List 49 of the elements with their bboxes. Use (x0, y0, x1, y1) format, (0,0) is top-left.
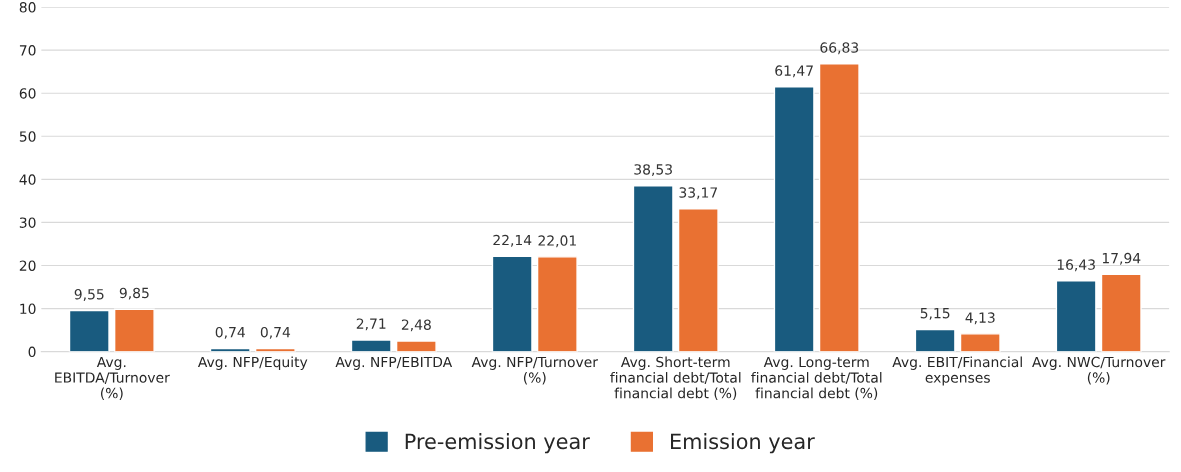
data-label: 4,13 (965, 312, 995, 325)
bar (1100, 273, 1142, 352)
bar (773, 86, 815, 352)
x-tick-label: Avg. NFP/EBITDA (335, 356, 453, 370)
y-tick-label: 0 (28, 346, 36, 358)
bar (818, 63, 860, 352)
data-label: 22,01 (538, 235, 576, 248)
y-tick-label: 20 (19, 260, 36, 271)
bar (68, 309, 110, 352)
y-tick-label: 70 (19, 45, 36, 56)
data-label: 33,17 (679, 187, 717, 200)
x-tick-label: Avg. NFP/Equity (197, 356, 308, 370)
bar (395, 340, 437, 352)
bar (632, 184, 674, 352)
x-tick-label: Avg. EBITDA/Turnover (%) (55, 356, 170, 400)
data-label: 9,55 (74, 288, 104, 301)
data-label: 38,53 (634, 164, 672, 177)
bar (536, 256, 578, 352)
data-label: 5,15 (920, 308, 950, 320)
data-label: 2,71 (356, 318, 386, 331)
data-label: 0,74 (215, 326, 245, 339)
data-label: 66,83 (820, 42, 859, 55)
data-label: 16,43 (1057, 259, 1095, 272)
bar (350, 339, 392, 352)
x-tick-label: Avg. Long-term financial debt/Total financial debt (%) (751, 356, 882, 400)
legend-label: Pre-emission year (405, 433, 590, 454)
y-tick-label: 30 (19, 217, 36, 228)
y-tick-label: 10 (20, 303, 36, 315)
data-label: 2,48 (401, 319, 431, 332)
data-label: 0,74 (260, 326, 291, 339)
bar (491, 255, 533, 352)
data-label: 22,14 (493, 234, 532, 247)
x-tick-label: Avg. NFP/Turnover (%) (471, 356, 598, 385)
legend-label: Emission year (671, 433, 815, 454)
bar (914, 328, 956, 352)
data-label: 9,85 (119, 287, 149, 300)
bar (677, 208, 719, 352)
x-tick-label: Avg. NWC/Turnover (%) (1032, 356, 1166, 385)
y-tick-label: 80 (19, 2, 36, 13)
y-tick-label: 40 (19, 174, 36, 185)
y-tick-label: 50 (19, 131, 36, 142)
data-label: 61,47 (775, 65, 813, 78)
data-label: 17,94 (1102, 252, 1141, 265)
bar (959, 333, 1001, 352)
x-tick-label: Avg. Short-term financial debt/Total financial debt (%) (610, 356, 741, 400)
bar (113, 308, 155, 352)
bar (1055, 280, 1097, 352)
y-tick-label: 60 (19, 88, 36, 99)
x-tick-label: Avg. EBIT/Financial expenses (892, 356, 1022, 386)
